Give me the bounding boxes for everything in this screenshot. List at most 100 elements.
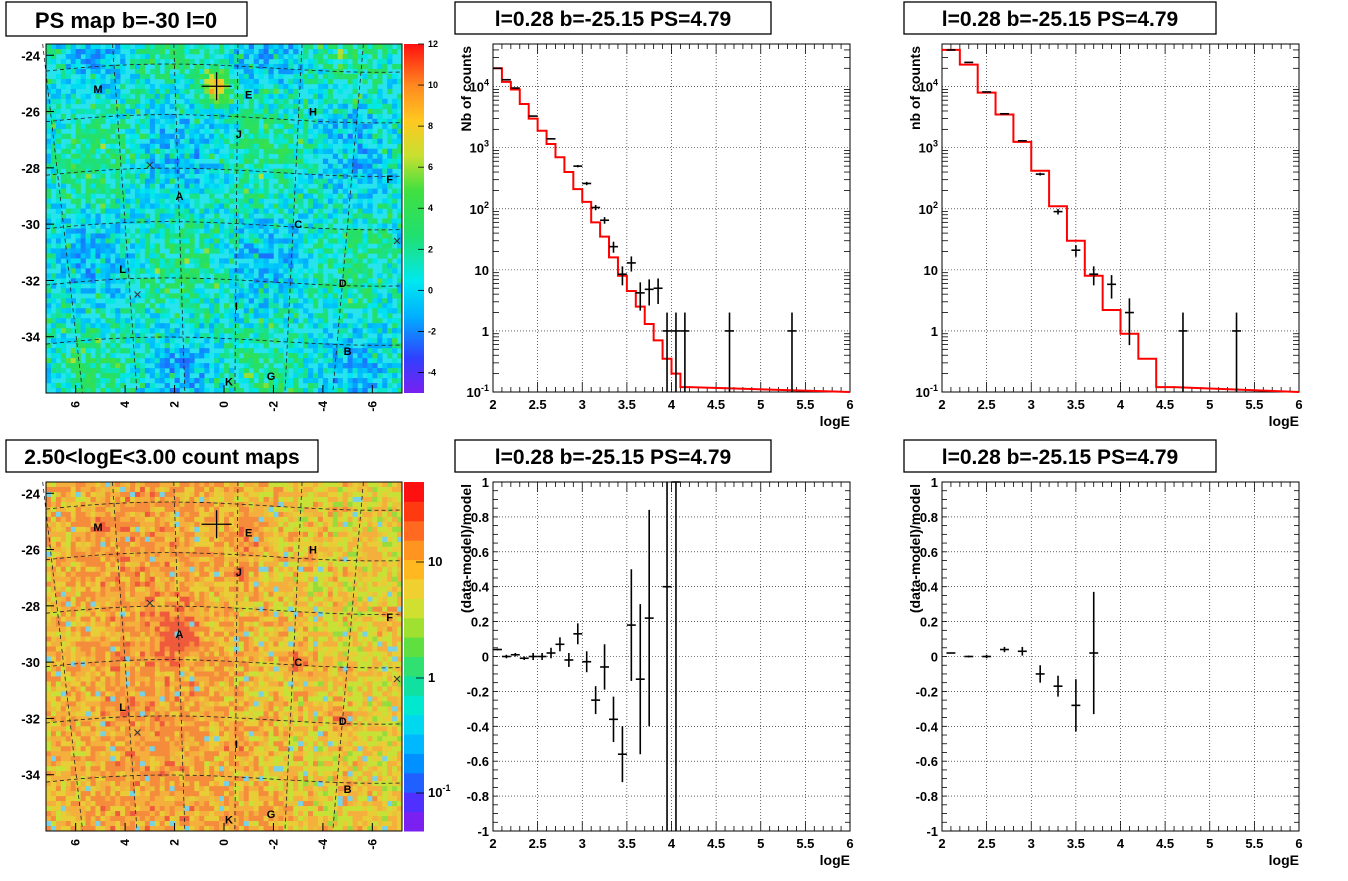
heatmap-cell <box>392 119 397 124</box>
heatmap-cell <box>184 189 189 194</box>
heatmap-cell <box>155 69 160 74</box>
heatmap-cell <box>362 94 367 99</box>
heatmap-cell <box>269 233 274 238</box>
heatmap-cell <box>362 562 367 567</box>
heatmap-cell <box>313 482 318 487</box>
heatmap-cell <box>358 487 363 492</box>
heatmap-cell <box>214 109 219 114</box>
heatmap-cell <box>184 482 189 487</box>
heatmap-cell <box>343 149 348 154</box>
heatmap-cell <box>278 219 283 224</box>
heatmap-cell <box>81 174 86 179</box>
heatmap-cell <box>298 497 303 502</box>
heatmap-cell <box>160 159 165 164</box>
heatmap-cell <box>244 184 249 189</box>
heatmap-cell <box>229 482 234 487</box>
heatmap-cell <box>273 298 278 303</box>
heatmap-cell <box>194 194 199 199</box>
heatmap-cell <box>56 233 61 238</box>
heatmap-cell <box>125 328 130 333</box>
heatmap-cell <box>184 144 189 149</box>
heatmap-cell <box>209 69 214 74</box>
heatmap-cell <box>214 233 219 238</box>
heatmap-cell <box>199 378 204 383</box>
heatmap-cell <box>184 204 189 209</box>
heatmap-cell <box>278 74 283 79</box>
heatmap-cell <box>372 298 377 303</box>
heatmap-cell <box>283 298 288 303</box>
heatmap-cell <box>323 49 328 54</box>
heatmap-cell <box>244 567 249 572</box>
heatmap-cell <box>244 219 249 224</box>
heatmap-cell <box>170 283 175 288</box>
heatmap-cell <box>264 49 269 54</box>
heatmap-cell <box>264 228 269 233</box>
heatmap-cell <box>199 288 204 293</box>
heatmap-cell <box>328 502 333 507</box>
heatmap-cell <box>110 333 115 338</box>
heatmap-cell <box>328 238 333 243</box>
heatmap-cell <box>180 522 185 527</box>
heatmap-cell <box>100 268 105 273</box>
heatmap-cell <box>392 74 397 79</box>
heatmap-cell <box>382 323 387 328</box>
heatmap-cell <box>259 288 264 293</box>
heatmap-cell <box>249 209 254 214</box>
heatmap-cell <box>239 199 244 204</box>
heatmap-cell <box>313 487 318 492</box>
heatmap-cell <box>318 497 323 502</box>
heatmap-cell <box>51 333 56 338</box>
heatmap-cell <box>194 139 199 144</box>
heatmap-cell <box>61 248 66 253</box>
heatmap-cell <box>56 258 61 263</box>
heatmap-cell <box>209 537 214 542</box>
heatmap-cell <box>140 69 145 74</box>
heatmap-cell <box>219 228 224 233</box>
heatmap-cell <box>288 149 293 154</box>
heatmap-cell <box>244 482 249 487</box>
heatmap-cell <box>184 238 189 243</box>
heatmap-cell <box>318 507 323 512</box>
heatmap-cell <box>318 492 323 497</box>
heatmap-cell <box>56 487 61 492</box>
heatmap-cell <box>86 378 91 383</box>
heatmap-cell <box>273 512 278 517</box>
heatmap-cell <box>46 194 51 199</box>
heatmap-cell <box>382 248 387 253</box>
heatmap-cell <box>56 189 61 194</box>
heatmap-cell <box>338 134 343 139</box>
heatmap-cell <box>91 383 96 388</box>
heatmap-cell <box>61 522 66 527</box>
heatmap-cell <box>219 74 224 79</box>
heatmap-cell <box>348 567 353 572</box>
heatmap-cell <box>86 308 91 313</box>
heatmap-cell <box>160 134 165 139</box>
heatmap-cell <box>387 263 392 268</box>
heatmap-cell <box>199 497 204 502</box>
heatmap-cell <box>165 567 170 572</box>
heatmap-cell <box>91 378 96 383</box>
heatmap-cell <box>293 149 298 154</box>
heatmap-cell <box>313 204 318 209</box>
heatmap-cell <box>367 44 372 49</box>
heatmap-cell <box>338 552 343 557</box>
heatmap-cell <box>278 79 283 84</box>
heatmap-cell <box>372 562 377 567</box>
heatmap-cell <box>81 527 86 532</box>
heatmap-cell <box>86 502 91 507</box>
heatmap-cell <box>56 502 61 507</box>
heatmap-cell <box>100 54 105 59</box>
heatmap-cell <box>259 194 264 199</box>
heatmap-cell <box>125 199 130 204</box>
heatmap-cell <box>175 363 180 368</box>
heatmap-cell <box>328 527 333 532</box>
heatmap-cell <box>313 179 318 184</box>
heatmap-cell <box>155 527 160 532</box>
heatmap-cell <box>318 288 323 293</box>
heatmap-cell <box>81 492 86 497</box>
heatmap-cell <box>367 343 372 348</box>
heatmap-cell <box>100 99 105 104</box>
heatmap-cell <box>110 144 115 149</box>
heatmap-cell <box>120 243 125 248</box>
heatmap-cell <box>204 79 209 84</box>
